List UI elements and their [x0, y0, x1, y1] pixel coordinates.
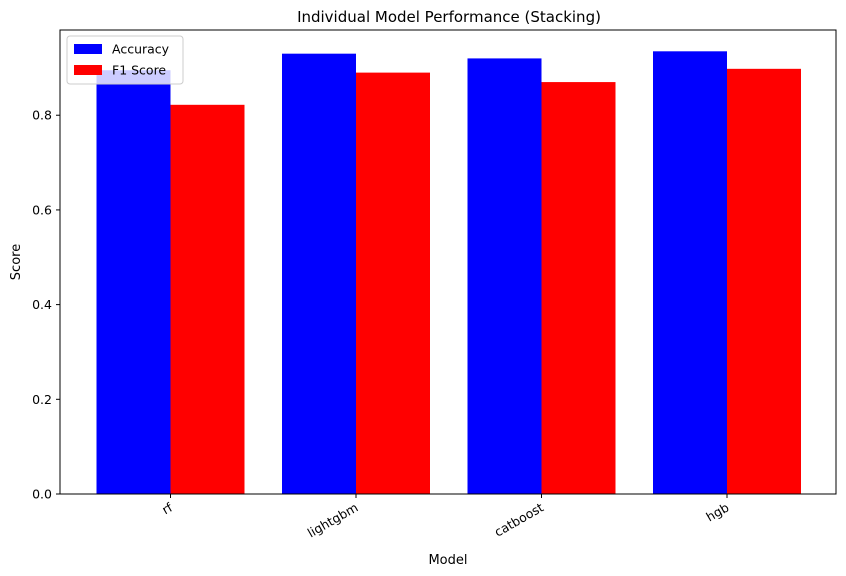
legend: Accuracy F1 Score — [66, 35, 184, 85]
x-tick-label-catboost: catboost — [492, 500, 546, 540]
bar-accuracy-hgb — [653, 51, 727, 494]
x-tick-label-lightgbm: lightgbm — [305, 500, 361, 541]
y-tick-label: 0.2 — [32, 392, 52, 407]
x-axis: rf lightgbm catboost hgb — [159, 494, 732, 541]
axes-frame — [59, 29, 837, 495]
legend-swatch-f1-score — [74, 65, 102, 75]
y-tick-label: 0.6 — [32, 202, 52, 217]
bar-accuracy-lightgbm — [282, 53, 356, 495]
bar-f1-score-rf — [170, 104, 245, 494]
bar-f1-score-lightgbm — [356, 72, 430, 494]
y-axis-label: Score — [9, 244, 24, 280]
bar-f1-score-hgb — [727, 68, 801, 494]
x-tick-label-hgb: hgb — [703, 500, 731, 525]
bar-f1-score-catboost — [541, 82, 616, 494]
plot-area — [96, 51, 801, 495]
y-axis: 0.0 0.2 0.4 0.6 0.8 — [32, 108, 60, 502]
bar-accuracy-catboost — [467, 58, 542, 494]
y-tick-label: 0.0 — [32, 487, 52, 502]
bar-accuracy-rf — [96, 70, 171, 494]
chart-title: Individual Model Performance (Stacking) — [297, 8, 601, 26]
legend-label-f1-score: F1 Score — [112, 63, 166, 78]
y-tick-label: 0.8 — [32, 108, 52, 123]
x-tick-label-rf: rf — [159, 499, 175, 517]
x-axis-label: Model — [428, 553, 467, 568]
y-tick-label: 0.4 — [32, 297, 52, 312]
legend-swatch-accuracy — [74, 44, 102, 54]
legend-label-accuracy: Accuracy — [112, 42, 170, 57]
